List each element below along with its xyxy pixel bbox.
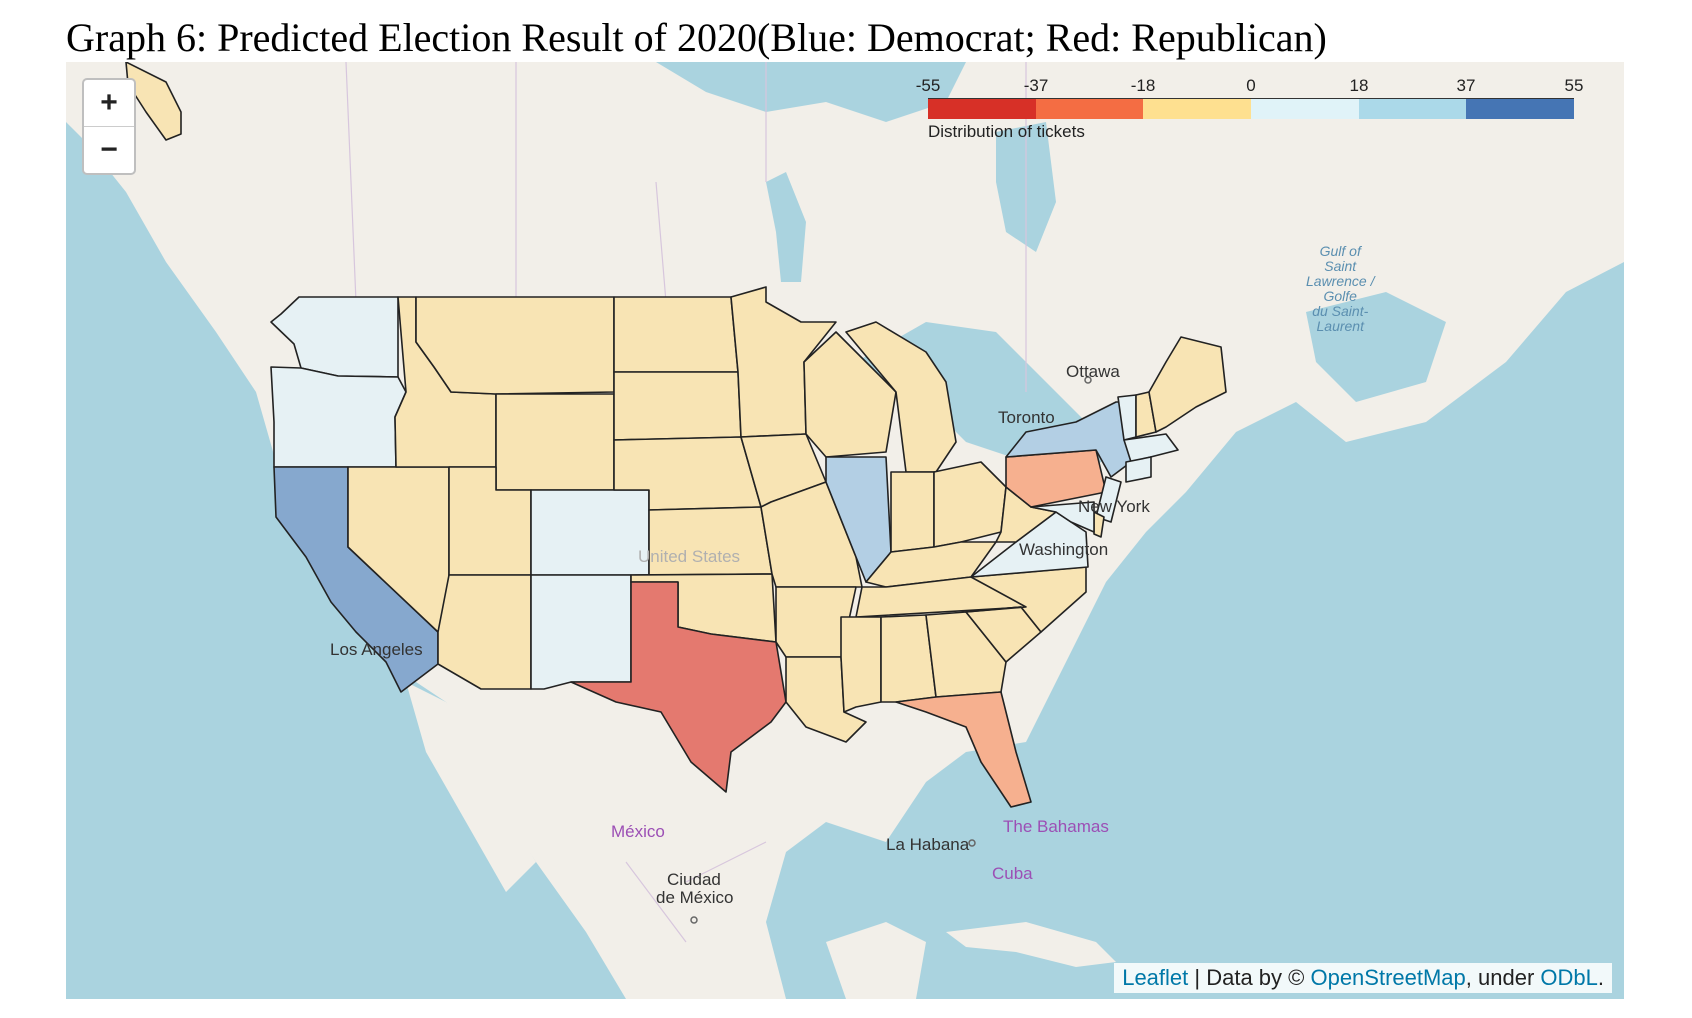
label-gulf-of-saint-lawrence: Gulf of Saint Lawrence / Golfe du Saint-… bbox=[1306, 244, 1374, 334]
state-ma[interactable] bbox=[1123, 433, 1179, 463]
legend-ticks: -55 -37 -18 0 18 37 55 bbox=[916, 76, 1588, 96]
state-mt[interactable] bbox=[415, 296, 615, 395]
state-nm[interactable] bbox=[530, 574, 632, 690]
legend-swatch bbox=[1251, 99, 1359, 119]
state-in[interactable] bbox=[890, 471, 935, 553]
state-tx[interactable] bbox=[570, 581, 787, 793]
label-new-york: New York bbox=[1078, 497, 1150, 516]
map-attribution: Leaflet | Data by © OpenStreetMap, under… bbox=[1114, 963, 1612, 993]
legend-tick: -37 bbox=[1023, 76, 1049, 95]
mexico-city-marker bbox=[690, 916, 698, 924]
label-gulf-line: Golfe bbox=[1323, 288, 1357, 304]
state-nd[interactable] bbox=[613, 296, 739, 373]
legend-tick: -18 bbox=[1130, 76, 1156, 95]
state-fl[interactable] bbox=[895, 691, 1032, 808]
state-me[interactable] bbox=[1148, 336, 1227, 433]
label-ciudad-de-mexico-line2: de México bbox=[656, 888, 734, 907]
land-baja bbox=[406, 682, 536, 892]
legend-swatch bbox=[1035, 99, 1144, 119]
lake-winnipeg bbox=[766, 172, 806, 282]
state-az[interactable] bbox=[437, 574, 532, 690]
map-viewport[interactable]: + − -55 -37 -18 0 18 37 55 Distribution … bbox=[66, 62, 1624, 999]
state-co[interactable] bbox=[530, 489, 650, 576]
label-washington: Washington bbox=[1019, 540, 1109, 559]
legend-swatch bbox=[1143, 99, 1252, 119]
state-mi[interactable] bbox=[845, 321, 957, 473]
label-ciudad-de-mexico-line1: Ciudad bbox=[667, 870, 721, 889]
osm-link[interactable]: OpenStreetMap bbox=[1310, 965, 1466, 990]
state-wy[interactable] bbox=[495, 393, 615, 491]
state-ms[interactable] bbox=[840, 616, 882, 713]
state-ga[interactable] bbox=[925, 611, 1007, 698]
legend-tick: 0 bbox=[1246, 76, 1256, 95]
label-ottawa: Ottawa bbox=[1066, 362, 1120, 381]
choropleth-legend: -55 -37 -18 0 18 37 55 Distribution of t… bbox=[916, 76, 1588, 141]
legend-swatch bbox=[1358, 99, 1467, 119]
map-canvas[interactable] bbox=[66, 62, 1624, 999]
label-gulf-line: Laurent bbox=[1316, 318, 1364, 334]
state-nj[interactable] bbox=[1095, 476, 1122, 523]
zoom-in-button[interactable]: + bbox=[100, 86, 118, 119]
label-toronto: Toronto bbox=[998, 408, 1055, 427]
legend-swatch bbox=[928, 99, 1036, 119]
legend-tick: 55 bbox=[1564, 76, 1584, 95]
label-gulf-line: Saint bbox=[1324, 258, 1357, 274]
label-gulf-line: du Saint- bbox=[1312, 303, 1369, 319]
figure-caption: Graph 6: Predicted Election Result of 20… bbox=[66, 15, 1327, 60]
state-mo[interactable] bbox=[760, 481, 863, 588]
state-or[interactable] bbox=[270, 366, 407, 468]
legend-tick: 37 bbox=[1456, 76, 1476, 95]
zoom-out-button[interactable]: − bbox=[84, 126, 134, 173]
label-cuba: Cuba bbox=[992, 864, 1033, 883]
odbl-link[interactable]: ODbL bbox=[1540, 965, 1598, 990]
state-ct[interactable] bbox=[1125, 456, 1152, 483]
state-nc[interactable] bbox=[965, 566, 1087, 633]
label-la-habana: La Habana bbox=[886, 835, 970, 854]
legend-color-bar bbox=[928, 98, 1575, 119]
border-lines bbox=[345, 62, 1027, 943]
gulf-st-lawrence bbox=[1306, 292, 1446, 402]
leaflet-link[interactable]: Leaflet bbox=[1122, 965, 1189, 990]
ottawa-marker bbox=[1084, 376, 1092, 384]
legend-swatch bbox=[1466, 99, 1575, 119]
attribution-sep: | Data by © bbox=[1188, 965, 1311, 990]
map-pins bbox=[690, 376, 1092, 924]
label-mexico: México bbox=[611, 822, 665, 841]
havana-marker bbox=[968, 839, 976, 847]
legend-tick: -55 bbox=[915, 76, 941, 95]
legend-tick: 18 bbox=[1349, 76, 1369, 95]
label-gulf-line: Gulf of bbox=[1319, 243, 1361, 259]
land-cuba bbox=[946, 922, 1116, 967]
us-states bbox=[125, 62, 1227, 808]
label-los-angeles: Los Angeles bbox=[330, 640, 423, 659]
state-sd[interactable] bbox=[613, 371, 742, 441]
state-wi[interactable] bbox=[803, 331, 897, 458]
attribution-under: , under bbox=[1465, 965, 1541, 990]
zoom-control: + − bbox=[82, 78, 136, 175]
land-yucatan bbox=[826, 922, 926, 999]
state-md[interactable] bbox=[1030, 501, 1095, 533]
label-gulf-line: Lawrence / bbox=[1306, 273, 1375, 289]
hudson-bay bbox=[656, 62, 966, 122]
legend-caption: Distribution of tickets bbox=[928, 122, 1085, 141]
state-mn[interactable] bbox=[730, 286, 837, 438]
attribution-end: . bbox=[1597, 965, 1604, 990]
label-united-states: United States bbox=[638, 547, 741, 566]
label-the-bahamas: The Bahamas bbox=[1003, 817, 1109, 836]
